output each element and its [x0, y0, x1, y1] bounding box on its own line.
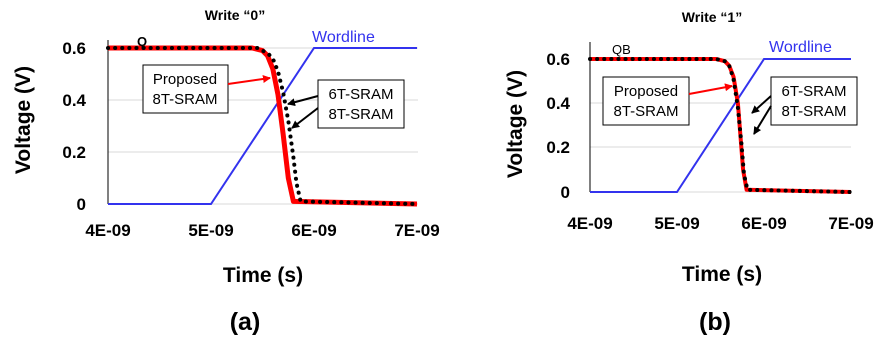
annotation-arrow [751, 95, 772, 114]
y-axis-title: Voltage (V) [504, 70, 527, 178]
annotation-arrow [688, 83, 733, 95]
annotation-box [602, 76, 690, 126]
panel-a-title: Write “0” [205, 7, 265, 23]
y-tick-label: 0.6 [546, 50, 570, 69]
annotation-text: 6T-SRAM [328, 86, 393, 103]
panel-b-y-ticks: 0.6 0.4 0.2 0 [546, 50, 570, 202]
annotation-arrow [287, 95, 319, 107]
y-tick-label: 0 [561, 183, 570, 202]
panel-a-x-ticks: 4E-09 5E-09 6E-09 7E-09 [85, 221, 439, 240]
annotation-text: 8T-SRAM [152, 91, 217, 108]
series-line-6t-8t-sram [588, 57, 853, 194]
x-tick-label: 7E-09 [828, 214, 873, 233]
panel-b: Write “1” 0.6 0.4 0.2 0 4E-09 5E-09 6E-0… [504, 9, 874, 336]
annotation-arrow [291, 107, 319, 129]
annotation-text: Proposed [153, 71, 217, 88]
y-tick-label: 0.4 [546, 94, 570, 113]
proposed-annotation: Proposed 8T-SRAM [602, 76, 733, 126]
panel-b-series [588, 57, 853, 194]
x-tick-label: 4E-09 [567, 214, 612, 233]
x-tick-label: 7E-09 [394, 221, 439, 240]
x-axis-title: Time (s) [682, 263, 762, 286]
annotation-arrow [753, 105, 772, 135]
y-tick-label: 0.2 [546, 138, 570, 157]
y-tick-label: 0.4 [62, 91, 86, 110]
node-label-q: Q [137, 34, 147, 49]
panel-label: (b) [699, 308, 731, 336]
panel-a: Write “0” 0.6 0.4 0.2 0 4E-09 5E-09 6E-0… [12, 7, 440, 336]
annotation-arrow [227, 75, 271, 85]
series-line-wordline [590, 58, 851, 193]
y-tick-label: 0.2 [62, 143, 86, 162]
proposed-annotation: Proposed 8T-SRAM [142, 64, 271, 114]
annotation-text: 6T-SRAM [781, 83, 846, 100]
x-tick-label: 6E-09 [291, 221, 336, 240]
series-line-wordline [108, 47, 417, 205]
annotation-text: 8T-SRAM [781, 103, 846, 120]
sram-annotation: 6T-SRAM 8T-SRAM [751, 76, 858, 135]
x-axis-title: Time (s) [223, 264, 303, 287]
series-line-6t-8t-sram [106, 46, 419, 206]
y-tick-label: 0 [77, 195, 86, 214]
annotation-text: Proposed [614, 83, 678, 100]
wordline-label: Wordline [312, 29, 375, 46]
x-tick-label: 6E-09 [741, 214, 786, 233]
wordline-label: Wordline [769, 39, 832, 56]
annotation-text: 8T-SRAM [328, 106, 393, 123]
panel-a-series [106, 45, 419, 207]
panel-b-title: Write “1” [682, 9, 742, 25]
y-tick-label: 0.6 [62, 39, 86, 58]
x-tick-label: 4E-09 [85, 221, 130, 240]
panel-a-y-ticks: 0.6 0.4 0.2 0 [62, 39, 86, 214]
panel-label: (a) [230, 308, 261, 336]
annotation-text: 8T-SRAM [613, 103, 678, 120]
x-tick-label: 5E-09 [654, 214, 699, 233]
sram-annotation: 6T-SRAM 8T-SRAM [287, 79, 405, 129]
y-axis-title: Voltage (V) [12, 66, 35, 174]
annotation-box [317, 79, 405, 129]
node-label-qb: QB [612, 42, 631, 57]
annotation-box [770, 76, 858, 126]
annotation-box [142, 64, 229, 114]
panel-b-x-ticks: 4E-09 5E-09 6E-09 7E-09 [567, 214, 873, 233]
x-tick-label: 5E-09 [188, 221, 233, 240]
